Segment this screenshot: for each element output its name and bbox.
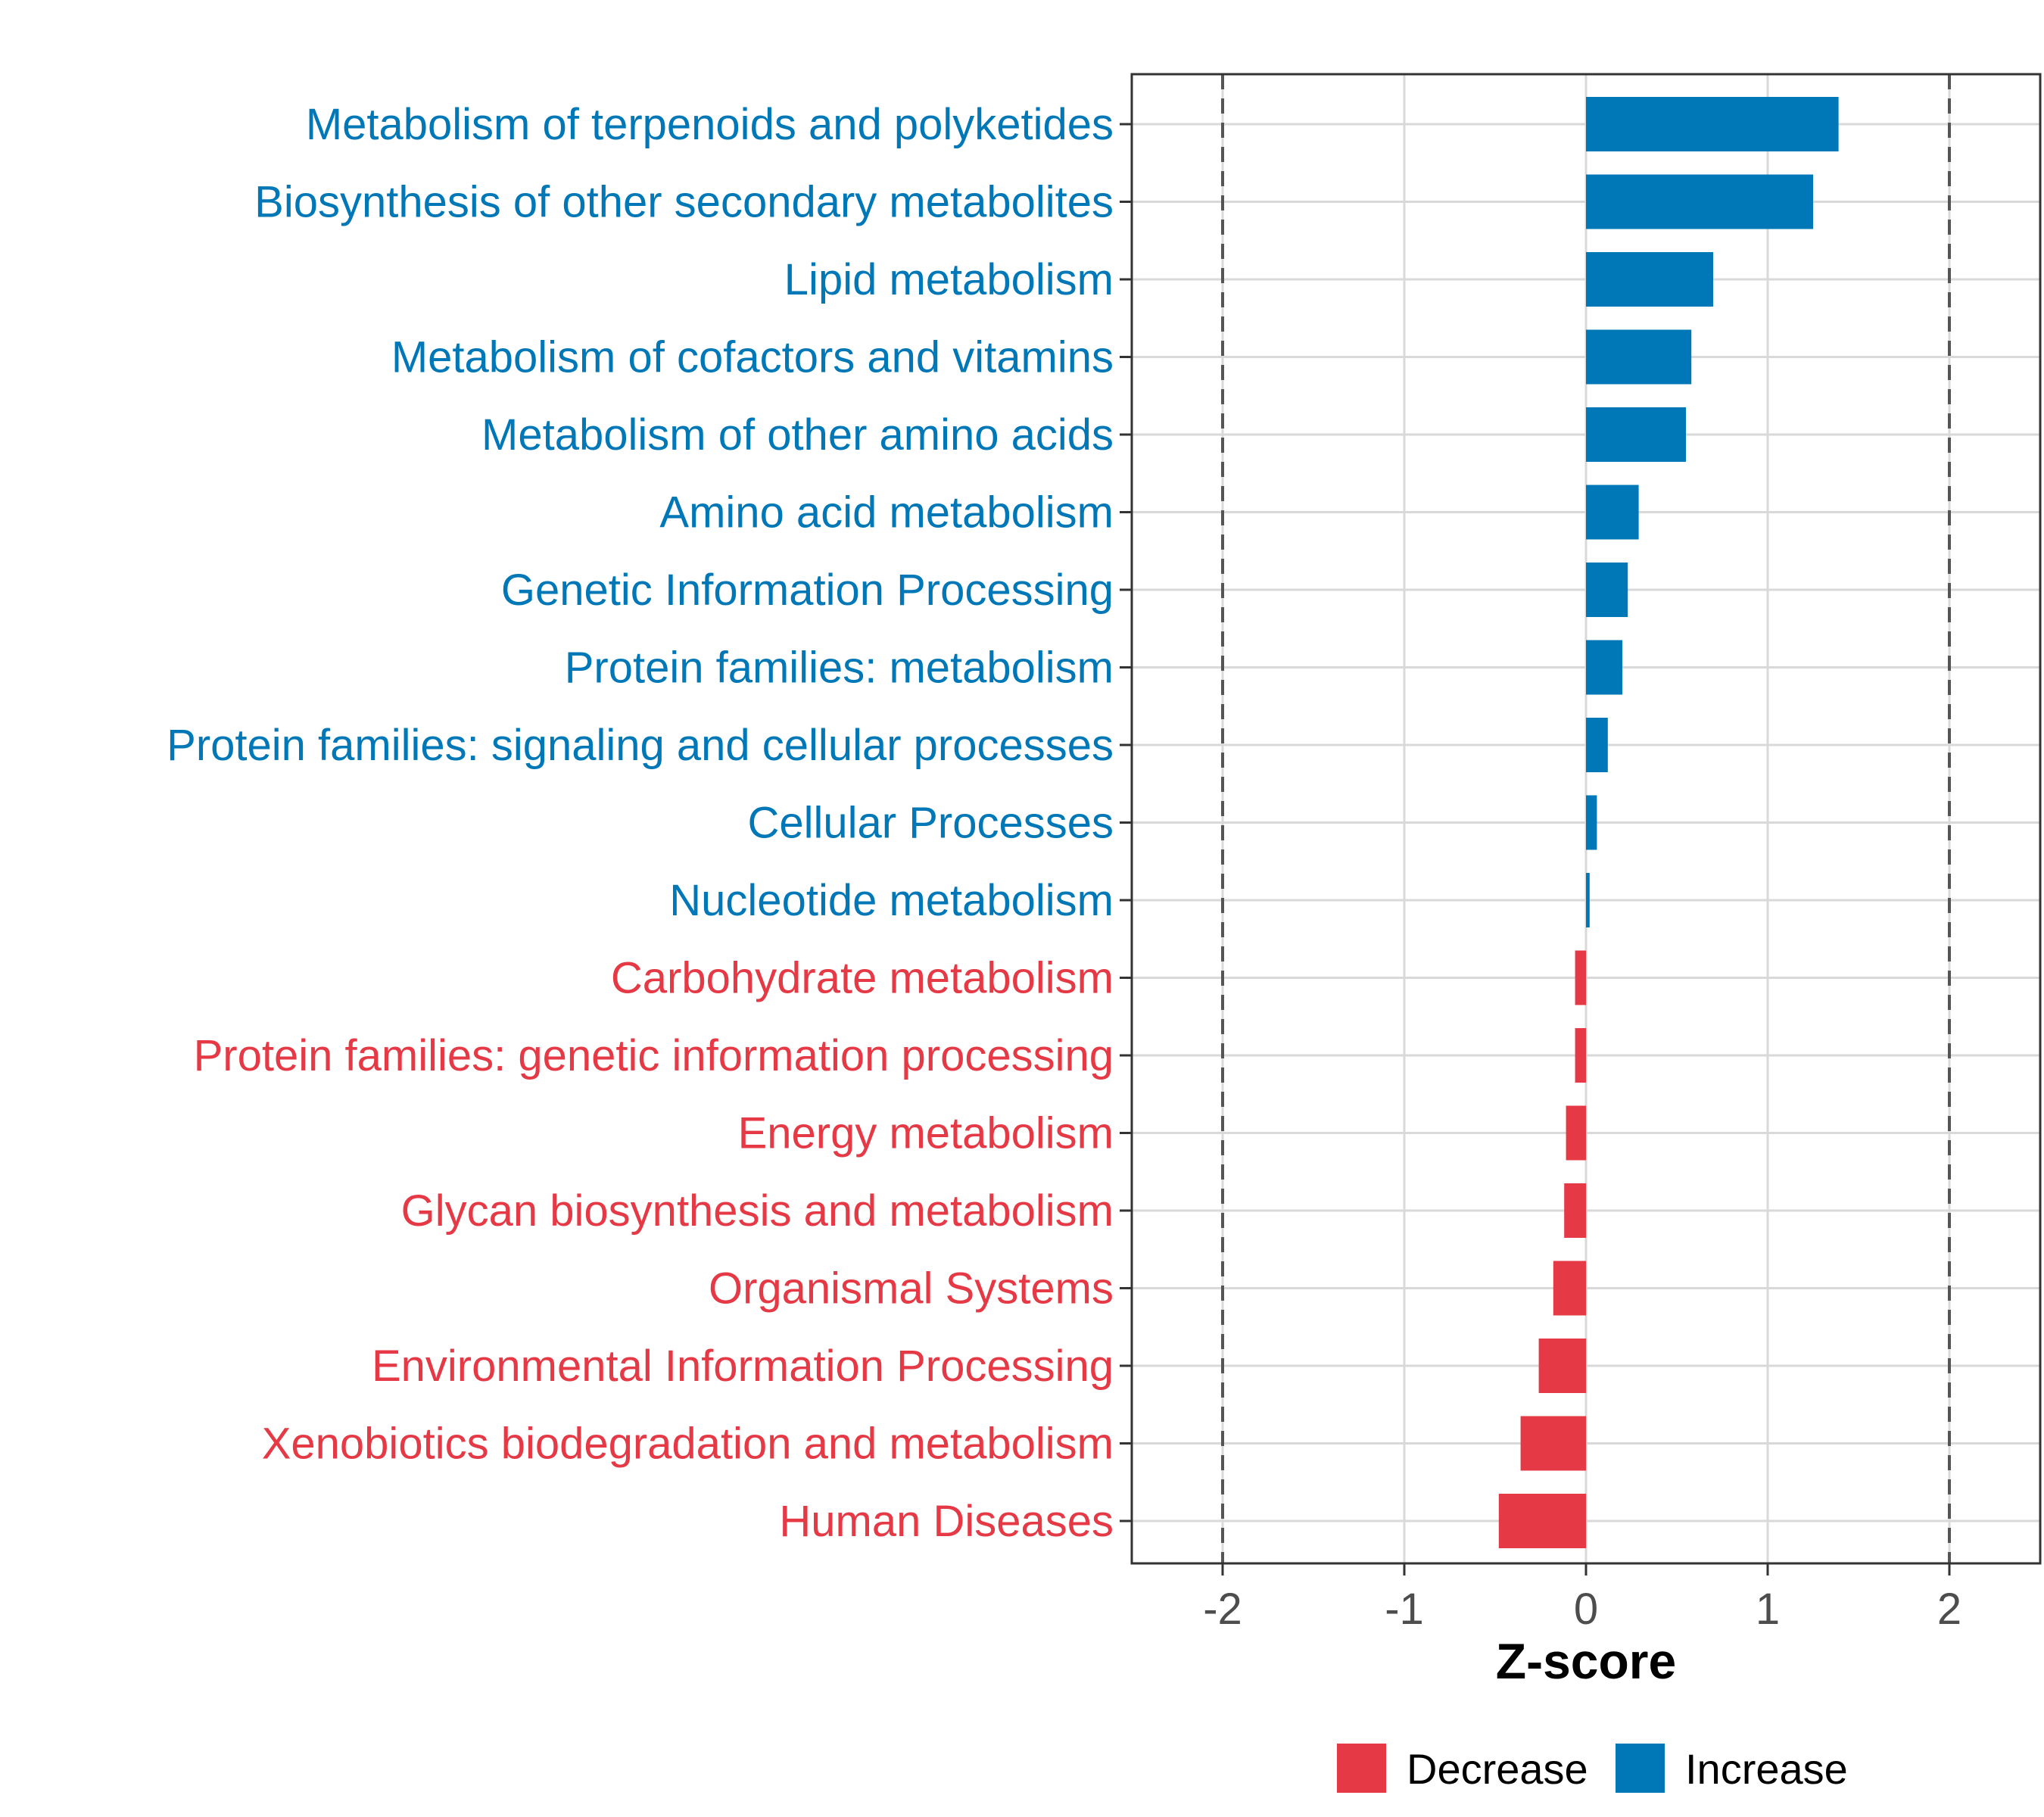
y-axis-ticks: Metabolism of terpenoids and polyketides… bbox=[167, 100, 1132, 1546]
bar bbox=[1586, 640, 1622, 695]
bar bbox=[1564, 1183, 1586, 1238]
category-label: Protein families: signaling and cellular… bbox=[167, 721, 1114, 770]
x-tick-label: -2 bbox=[1203, 1585, 1242, 1634]
legend-label: Increase bbox=[1685, 1745, 1848, 1793]
legend-label: Decrease bbox=[1407, 1745, 1588, 1793]
x-tick-label: 1 bbox=[1756, 1585, 1780, 1634]
category-label: Metabolism of other amino acids bbox=[481, 410, 1114, 460]
category-label: Amino acid metabolism bbox=[659, 488, 1114, 538]
category-label: Lipid metabolism bbox=[784, 255, 1114, 304]
bar bbox=[1566, 1105, 1586, 1161]
bar bbox=[1586, 97, 1839, 151]
category-label: Biosynthesis of other secondary metaboli… bbox=[254, 178, 1114, 227]
category-label: Human Diseases bbox=[779, 1497, 1114, 1546]
bar bbox=[1586, 873, 1590, 927]
bar bbox=[1586, 718, 1608, 772]
category-label: Cellular Processes bbox=[747, 799, 1114, 848]
bar bbox=[1586, 407, 1686, 462]
category-label: Carbohydrate metabolism bbox=[611, 954, 1114, 1003]
legend-key bbox=[1337, 1744, 1386, 1793]
x-tick-label: -1 bbox=[1385, 1585, 1424, 1634]
bars bbox=[1498, 97, 1839, 1548]
bar bbox=[1575, 950, 1586, 1005]
bar bbox=[1586, 174, 1813, 229]
x-axis-ticks: -2 -1 0 1 2 bbox=[1203, 1563, 1961, 1634]
category-label: Xenobiotics biodegradation and metabolis… bbox=[262, 1420, 1114, 1469]
bar bbox=[1586, 252, 1713, 307]
legend: Decrease Increase bbox=[1337, 1744, 1848, 1793]
category-label: Glycan biosynthesis and metabolism bbox=[401, 1186, 1114, 1236]
category-label: Metabolism of terpenoids and polyketides bbox=[306, 100, 1114, 149]
bar bbox=[1586, 795, 1597, 850]
legend-key bbox=[1616, 1744, 1665, 1793]
x-axis-title: Z-score bbox=[1496, 1633, 1676, 1689]
bar bbox=[1553, 1261, 1586, 1316]
category-label: Nucleotide metabolism bbox=[669, 876, 1114, 925]
category-label: Metabolism of cofactors and vitamins bbox=[391, 333, 1114, 382]
x-tick-label: 2 bbox=[1937, 1585, 1961, 1634]
category-label: Organismal Systems bbox=[709, 1264, 1114, 1314]
category-label: Energy metabolism bbox=[738, 1109, 1114, 1158]
bar bbox=[1586, 329, 1692, 385]
x-tick-label: 0 bbox=[1574, 1585, 1598, 1634]
bar bbox=[1586, 563, 1628, 617]
category-label: Genetic Information Processing bbox=[501, 566, 1114, 615]
bar bbox=[1586, 485, 1639, 540]
bar bbox=[1575, 1028, 1586, 1083]
reference-lines bbox=[1221, 74, 1951, 1563]
category-label: Environmental Information Processing bbox=[372, 1342, 1114, 1391]
bar bbox=[1520, 1416, 1586, 1471]
bar bbox=[1538, 1339, 1586, 1393]
category-label: Protein families: metabolism bbox=[565, 644, 1114, 693]
bar bbox=[1498, 1494, 1586, 1548]
category-label: Protein families: genetic information pr… bbox=[194, 1031, 1114, 1080]
